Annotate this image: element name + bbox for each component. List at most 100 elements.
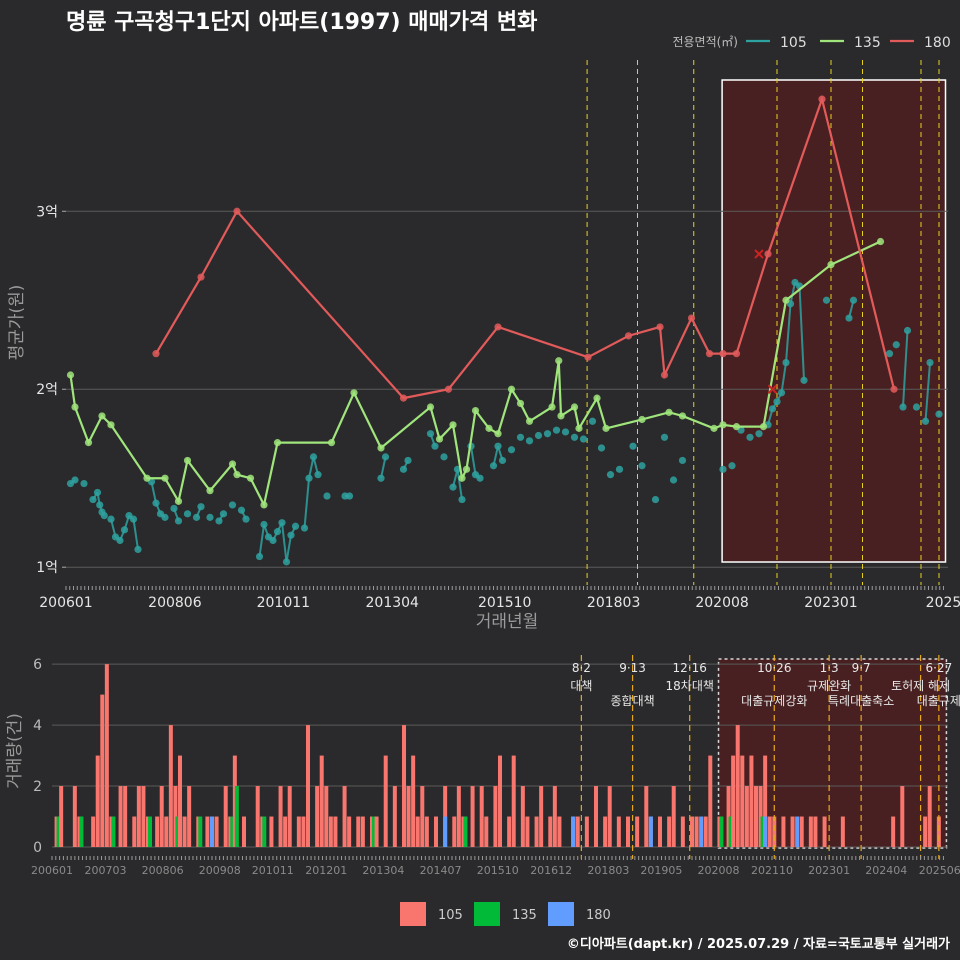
volume-bar-105 [392, 786, 397, 847]
volume-bar-105 [406, 786, 411, 847]
series-105-point [228, 501, 237, 509]
volume-x-tick-label: 201905 [640, 864, 682, 877]
series-105-point [309, 453, 318, 461]
volume-bar-105 [178, 755, 182, 847]
series-105-point [669, 476, 678, 484]
series-180-point [656, 323, 664, 331]
series-105-point [107, 515, 115, 523]
series-105-point [516, 433, 525, 441]
volume-bar-105 [754, 786, 758, 847]
series-135-point [206, 487, 214, 495]
volume-bar-105 [539, 786, 544, 847]
volume-bar-105 [740, 755, 745, 847]
series-105-point [431, 442, 439, 450]
series-105-point [534, 431, 543, 440]
volume-bar-105 [91, 816, 96, 847]
series-135-point [570, 403, 579, 411]
series-135-point [548, 403, 556, 411]
volume-bar-105 [296, 816, 301, 847]
series-105-point [845, 314, 853, 322]
series-135-point [827, 261, 835, 269]
series-135-point [183, 456, 192, 465]
volume-bar-105 [374, 816, 379, 847]
volume-legend-swatch-180 [548, 902, 574, 926]
series-105-point [170, 504, 178, 513]
volume-x-tick-label: 202404 [865, 864, 907, 877]
x-tick-label: 2025 [926, 595, 960, 611]
volume-bar-135 [463, 816, 468, 847]
volume-bar-105 [808, 816, 813, 847]
series-105-segment [285, 535, 292, 563]
volume-bar-105 [132, 816, 137, 847]
series-105-point [588, 417, 597, 425]
volume-bar-105 [356, 816, 361, 847]
volume-bar-180 [763, 816, 768, 847]
volume-x-tick-label: 202301 [808, 864, 850, 877]
series-105-point [570, 433, 579, 441]
series-105-point [215, 517, 223, 525]
series-105-point [192, 513, 201, 521]
x-tick-label: 200601 [39, 595, 92, 611]
series-105-segment [798, 285, 805, 381]
volume-bar-105 [923, 816, 928, 847]
chart-title: 명륜 구곡청구1단지 아파트(1997) 매매가격 변화 [66, 10, 538, 35]
volume-bar-105 [205, 816, 210, 847]
series-105-point [498, 456, 507, 465]
volume-bar-135 [148, 816, 152, 847]
series-105-point [287, 531, 295, 539]
volume-bar-180 [648, 816, 653, 847]
series-135-point [494, 430, 502, 438]
volume-bar-105 [799, 816, 804, 847]
x-tick-label: 201803 [587, 595, 640, 611]
volume-x-tick-label: 201304 [362, 864, 404, 877]
series-105-point [278, 519, 286, 527]
series-135-point [449, 421, 457, 429]
series-105-point [935, 410, 943, 418]
series-105-point [800, 376, 808, 384]
volume-bar-105 [315, 786, 320, 847]
series-105-point [899, 403, 907, 411]
series-105-point [746, 433, 754, 441]
series-105-point [782, 358, 790, 367]
series-105-point [291, 522, 300, 530]
policy-name: 대책 [570, 678, 592, 693]
volume-bar-105 [72, 786, 77, 847]
volume-bar-105 [603, 816, 608, 847]
y-tick-label: 1억 [36, 560, 58, 576]
volume-bar-105 [498, 755, 502, 847]
series-105-point [96, 501, 104, 509]
series-105-point [476, 474, 484, 482]
volume-bar-105 [763, 755, 768, 847]
series-105-point [507, 446, 516, 454]
volume-bar-105 [594, 786, 598, 847]
volume-bar-180 [795, 816, 800, 847]
series-105-point [152, 499, 160, 507]
volume-bar-105 [552, 786, 557, 847]
volume-bar-180 [443, 816, 448, 847]
volume-bar-105 [255, 786, 260, 847]
series-105-point [89, 495, 97, 504]
series-105-segment [281, 522, 288, 562]
series-105-point [300, 524, 309, 532]
series-135-point [557, 412, 565, 420]
series-105-point [377, 474, 385, 482]
series-135-point [66, 371, 75, 379]
series-105-point [768, 405, 777, 413]
series-105-point [458, 495, 466, 504]
volume-bar-105 [790, 816, 795, 847]
volume-bar-135 [262, 816, 267, 847]
series-135-point [327, 439, 336, 447]
volume-bar-105 [306, 725, 310, 847]
series-135-point [665, 408, 673, 416]
volume-bar-105 [507, 816, 512, 847]
volume-bar-105 [548, 816, 553, 847]
series-135-point [471, 406, 480, 415]
series-105-segment [380, 456, 387, 479]
volume-bar-105 [242, 816, 246, 847]
series-105-point [921, 417, 930, 425]
volume-bar-105 [324, 786, 329, 847]
volume-bar-105 [900, 786, 905, 847]
volume-bar-105 [159, 786, 164, 847]
volume-bar-105 [607, 786, 612, 847]
series-180-point [719, 350, 727, 358]
